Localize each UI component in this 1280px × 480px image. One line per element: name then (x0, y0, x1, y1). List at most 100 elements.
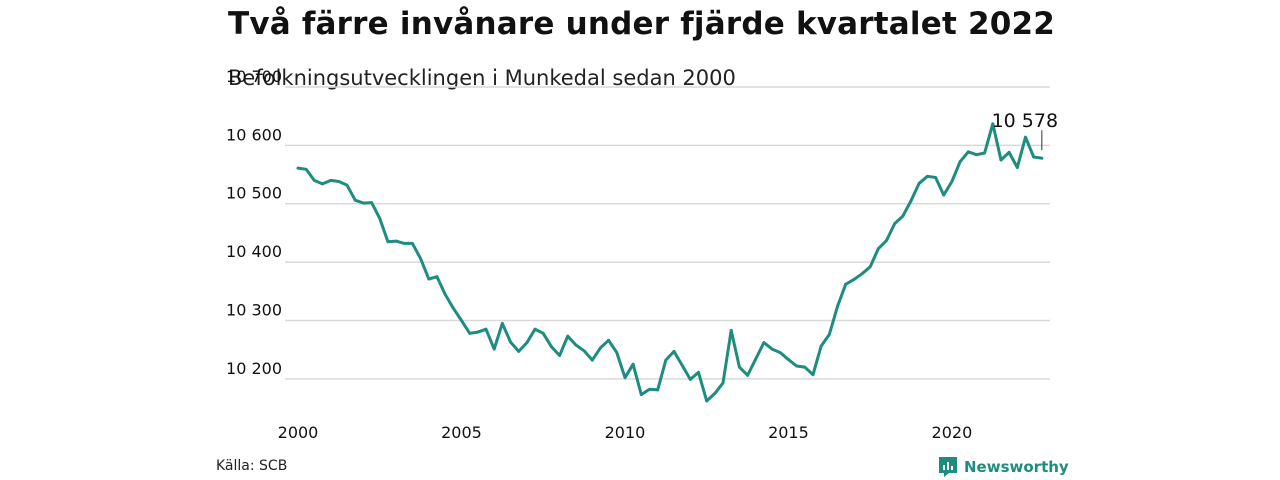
data-point (705, 399, 709, 403)
data-point (827, 333, 831, 336)
data-point (811, 373, 815, 377)
data-point (443, 292, 447, 296)
data-point (321, 182, 324, 186)
data-points (296, 122, 1044, 403)
data-point (901, 214, 905, 218)
source-note: Källa: SCB (216, 458, 288, 474)
data-point (615, 351, 619, 354)
data-point (648, 387, 651, 391)
data-point (386, 240, 390, 244)
data-point (1015, 166, 1019, 169)
data-point (1007, 151, 1011, 154)
data-point (958, 160, 962, 164)
data-point (966, 150, 970, 154)
data-point (411, 242, 414, 245)
data-point (402, 242, 406, 245)
data-point (329, 179, 333, 182)
data-point (353, 198, 357, 202)
data-point (917, 181, 921, 185)
gridlines (285, 86, 1050, 380)
data-point (607, 338, 610, 342)
data-point (876, 247, 880, 251)
data-point (713, 392, 717, 395)
y-axis-tick-labels: 10 200 10 300 10 400 10 500 10 600 10 700 (226, 67, 282, 378)
data-point (983, 151, 986, 155)
data-point (999, 158, 1003, 162)
data-point (762, 341, 766, 344)
data-point (582, 349, 586, 353)
brand-name: Newsworthy (964, 458, 1069, 476)
data-point (664, 358, 668, 362)
x-tick-label: 2010 (605, 423, 646, 442)
data-point (942, 193, 946, 197)
data-point (934, 176, 937, 179)
data-point (795, 364, 798, 368)
data-point (721, 381, 725, 385)
chart-title: Två färre invånare under fjärde kvartale… (228, 6, 1056, 42)
data-point (672, 350, 676, 353)
data-point (296, 166, 300, 170)
data-point (451, 306, 455, 310)
data-point (500, 322, 504, 325)
population-line (296, 122, 1044, 403)
data-point (492, 347, 496, 351)
data-point (337, 180, 341, 183)
data-point (950, 180, 954, 183)
data-point (304, 167, 308, 171)
newsworthy-chart-icon (939, 457, 957, 477)
data-point (975, 153, 978, 157)
y-tick-label: 10 600 (226, 125, 282, 144)
data-point (656, 388, 660, 392)
data-point (525, 341, 529, 344)
data-point (639, 393, 643, 396)
data-point (394, 239, 398, 243)
data-point (509, 340, 512, 344)
x-tick-label: 2000 (278, 423, 319, 442)
data-point (541, 331, 545, 335)
y-tick-label: 10 200 (226, 359, 282, 378)
data-point (688, 378, 692, 381)
data-point (362, 201, 365, 205)
data-point (746, 373, 749, 377)
data-point (909, 199, 913, 203)
data-point (926, 174, 929, 178)
data-point (680, 364, 684, 367)
data-point (1032, 155, 1036, 159)
data-point (435, 275, 439, 279)
data-point (590, 358, 594, 362)
data-point (803, 365, 807, 369)
data-point (623, 376, 627, 380)
x-axis-tick-labels: 2000 2005 2010 2015 2020 (278, 423, 973, 442)
data-point (893, 222, 897, 226)
data-point (566, 334, 570, 338)
data-point (787, 358, 790, 361)
data-point (852, 278, 856, 281)
chart-subtitle: Befolkningsutvecklingen i Munkedal sedan… (228, 66, 736, 90)
data-point (427, 277, 431, 281)
data-point (778, 351, 782, 354)
data-point (550, 345, 553, 349)
data-point (885, 239, 888, 242)
data-point (574, 343, 578, 347)
data-point (844, 282, 848, 286)
y-tick-label: 10 700 (226, 67, 282, 86)
data-point (991, 122, 995, 126)
x-tick-label: 2005 (441, 423, 482, 442)
annotation-last-value: 10 578 (992, 110, 1058, 132)
data-point (476, 330, 480, 334)
data-point (770, 347, 774, 351)
data-point (345, 183, 349, 187)
y-tick-label: 10 300 (226, 300, 282, 319)
data-point (312, 179, 316, 182)
data-point (738, 365, 741, 369)
data-point (370, 201, 373, 205)
x-tick-label: 2020 (932, 423, 973, 442)
data-point (599, 346, 602, 350)
y-tick-label: 10 500 (226, 184, 282, 203)
x-tick-label: 2015 (768, 423, 809, 442)
data-point (868, 265, 872, 269)
data-point (697, 371, 700, 374)
data-point (729, 329, 733, 332)
brand-logo[interactable]: Newsworthy (938, 455, 1069, 479)
